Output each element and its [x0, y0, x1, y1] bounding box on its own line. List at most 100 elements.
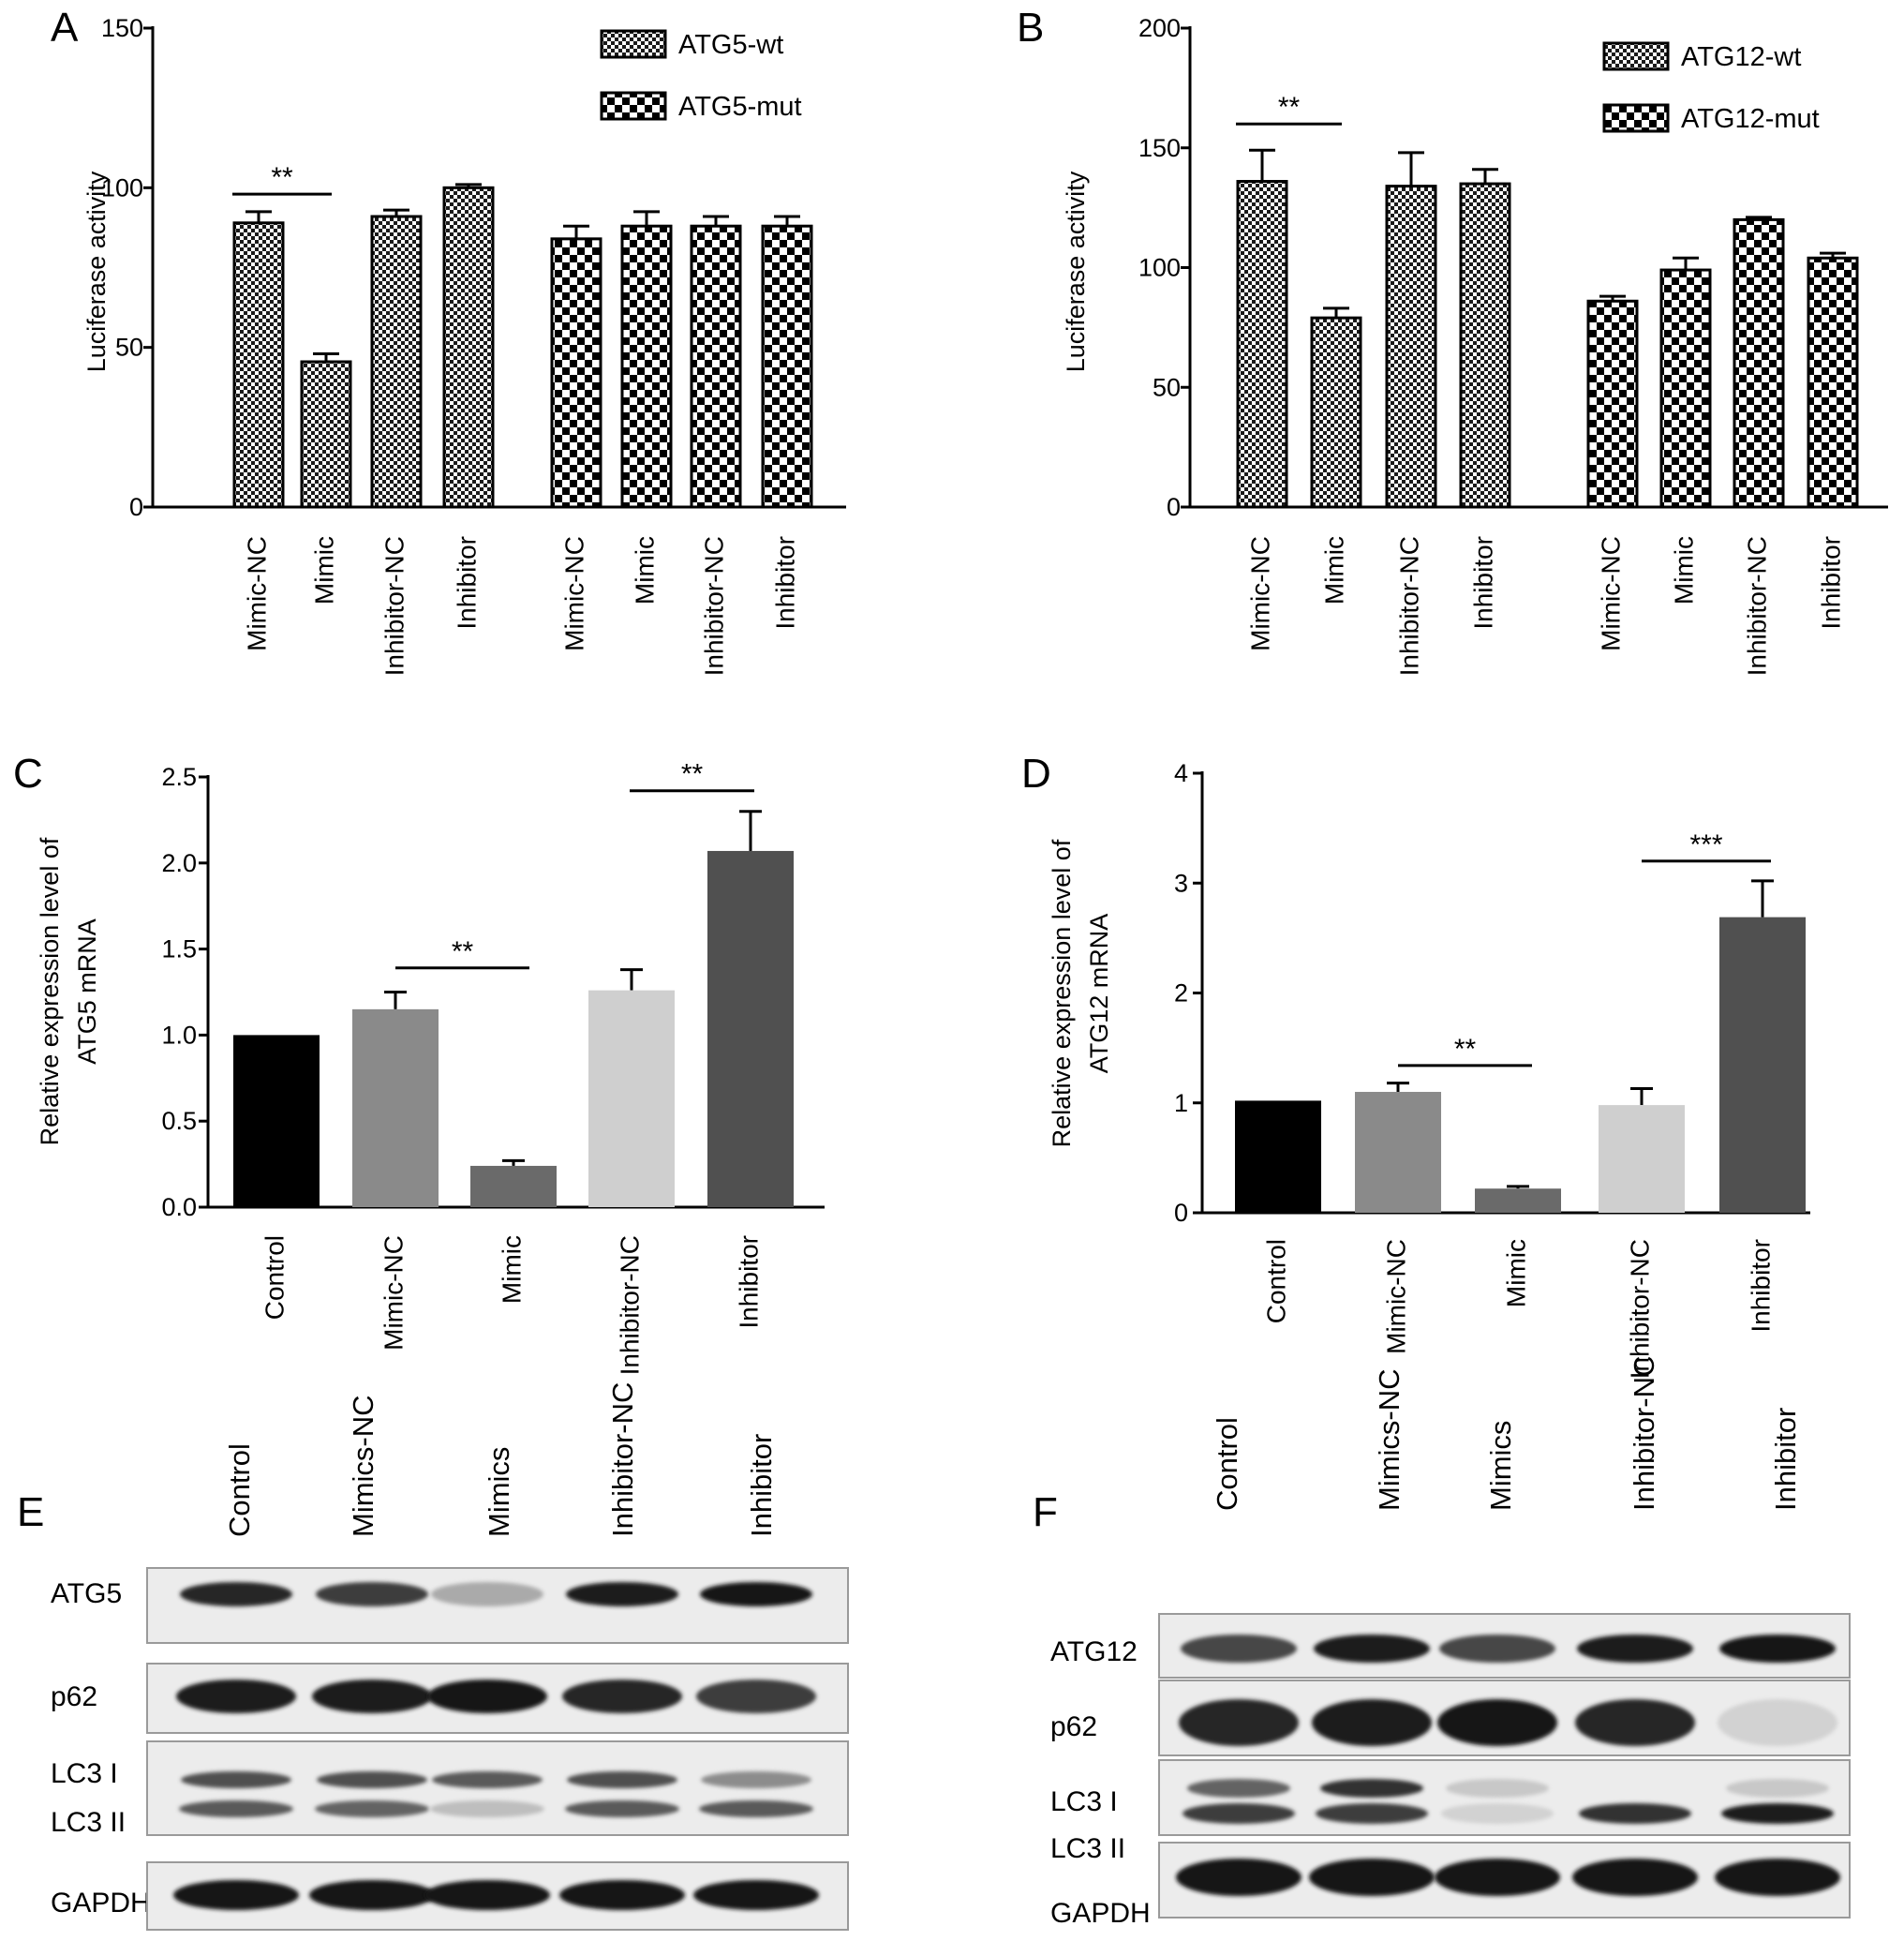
bar — [1385, 185, 1437, 509]
blot-row-label: LC3 I — [1050, 1786, 1118, 1817]
protein-band — [181, 1771, 291, 1788]
blot-lane-label: Inhibitor-NC — [606, 1382, 639, 1537]
protein-band — [315, 1800, 429, 1817]
protein-band — [1441, 1803, 1554, 1824]
x-tick-label: Mimic-NC — [1245, 536, 1274, 651]
protein-band — [567, 1771, 677, 1788]
protein-band — [430, 1800, 544, 1817]
protein-band — [427, 1680, 547, 1713]
protein-band — [1312, 1699, 1432, 1746]
blot-row-label: LC3 II — [51, 1807, 126, 1838]
protein-band — [1179, 1699, 1299, 1746]
protein-band — [693, 1880, 819, 1910]
chart-d: 0 1 2 3 4 Relative expression level of ATG12 m… — [1048, 759, 1810, 1379]
y-axis-label: Relative expression level of — [36, 837, 64, 1145]
blot-row-label: LC3 II — [1050, 1833, 1125, 1864]
legend-label: ATG12-mut — [1681, 104, 1820, 134]
bar — [1310, 316, 1362, 509]
protein-band — [700, 1582, 812, 1606]
bar — [761, 224, 813, 509]
protein-band — [1183, 1803, 1295, 1824]
y-tick-label: 200 — [1138, 14, 1181, 42]
y-axis-label: ATG5 mRNA — [73, 918, 101, 1065]
x-tick-label: Inhibitor — [1816, 536, 1845, 630]
protein-band — [312, 1680, 432, 1713]
legend-swatch — [600, 91, 667, 121]
protein-band — [566, 1582, 678, 1606]
bar — [300, 360, 352, 509]
bar — [1807, 256, 1859, 509]
protein-band — [1446, 1779, 1549, 1798]
significance-marker: ** — [681, 759, 704, 790]
x-tick-label: Mimic — [309, 536, 338, 605]
panel-letter-d: D — [1021, 751, 1051, 797]
x-tick-label: Inhibitor-NC — [1742, 536, 1771, 676]
blot-lane-label: Control — [223, 1443, 256, 1537]
protein-band — [317, 1771, 427, 1788]
blot-row-label: GAPDH — [1050, 1898, 1151, 1929]
protein-band — [1316, 1803, 1428, 1824]
x-tick-label: Control — [1261, 1239, 1290, 1323]
x-tick-label: Mimic — [1319, 536, 1348, 605]
blot-row-label: ATG5 — [51, 1578, 122, 1609]
x-tick-label: Inhibitor-NC — [699, 536, 728, 676]
legend-label: ATG5-mut — [678, 92, 802, 122]
y-axis-label: Luciferase activity — [1062, 171, 1090, 372]
y-tick-label: 100 — [101, 173, 143, 202]
y-tick-label: 0.5 — [161, 1107, 197, 1135]
x-tick-label: Mimic — [1501, 1239, 1530, 1307]
panel-letter-c: C — [13, 751, 43, 797]
bar — [588, 990, 675, 1207]
bar — [620, 224, 673, 509]
protein-band — [1435, 1859, 1560, 1896]
blot-lane-label: Mimics — [483, 1447, 515, 1537]
x-tick-label: Inhibitor — [734, 1235, 763, 1329]
protein-band — [1719, 1635, 1836, 1663]
protein-band — [309, 1880, 435, 1910]
x-tick-label: Control — [260, 1235, 289, 1320]
panel-letter-f: F — [1033, 1489, 1058, 1535]
protein-band — [1181, 1635, 1297, 1663]
bar — [690, 224, 742, 509]
western-blot-e: Control Mimics-NC Mimics Inhibitor-NC Inhibi… — [51, 1382, 849, 1931]
x-tick-label: Inhibitor — [770, 536, 799, 630]
bar — [707, 850, 794, 1207]
blot-row-label: ATG12 — [1050, 1636, 1138, 1667]
y-tick-label: 150 — [1138, 134, 1181, 162]
bar — [352, 1008, 439, 1207]
panel-letter-e: E — [17, 1489, 44, 1535]
y-tick-label: 50 — [115, 334, 143, 362]
significance-marker: ** — [271, 162, 293, 193]
significance-marker: *** — [1689, 829, 1722, 860]
legend-label: ATG12-wt — [1681, 42, 1801, 72]
blot-lane-label: Inhibitor-NC — [1628, 1356, 1660, 1511]
blot-lane-label: Mimics-NC — [347, 1395, 379, 1537]
protein-band — [180, 1582, 292, 1606]
y-tick-label: 100 — [1138, 254, 1181, 282]
blot-row-label: p62 — [1050, 1711, 1097, 1742]
protein-band — [559, 1880, 685, 1910]
blot-strip — [1158, 1759, 1851, 1836]
x-tick-label: Inhibitor — [452, 536, 481, 630]
protein-band — [1715, 1859, 1840, 1896]
protein-band — [1314, 1635, 1430, 1663]
chart-a: 0 50 100 150 Luciferase activity Mimic-NC Mimi… — [82, 14, 846, 676]
protein-band — [431, 1582, 543, 1606]
y-tick-label: 1.0 — [161, 1021, 197, 1049]
blot-lane-label: Inhibitor — [745, 1434, 778, 1537]
y-tick-label: 50 — [1153, 373, 1181, 401]
x-tick-label: Mimic-NC — [1596, 536, 1625, 651]
bar — [233, 1035, 320, 1207]
protein-band — [1579, 1803, 1691, 1824]
panel-letter-b: B — [1017, 5, 1044, 51]
protein-band — [699, 1800, 813, 1817]
y-tick-label: 0.0 — [161, 1193, 197, 1221]
blot-lane-label: Control — [1211, 1417, 1243, 1511]
y-axis-label: Luciferase activity — [82, 171, 111, 372]
protein-band — [1726, 1779, 1829, 1798]
protein-band — [316, 1582, 428, 1606]
protein-band — [1721, 1803, 1834, 1824]
significance-marker: ** — [452, 936, 474, 967]
protein-band — [1572, 1859, 1698, 1896]
